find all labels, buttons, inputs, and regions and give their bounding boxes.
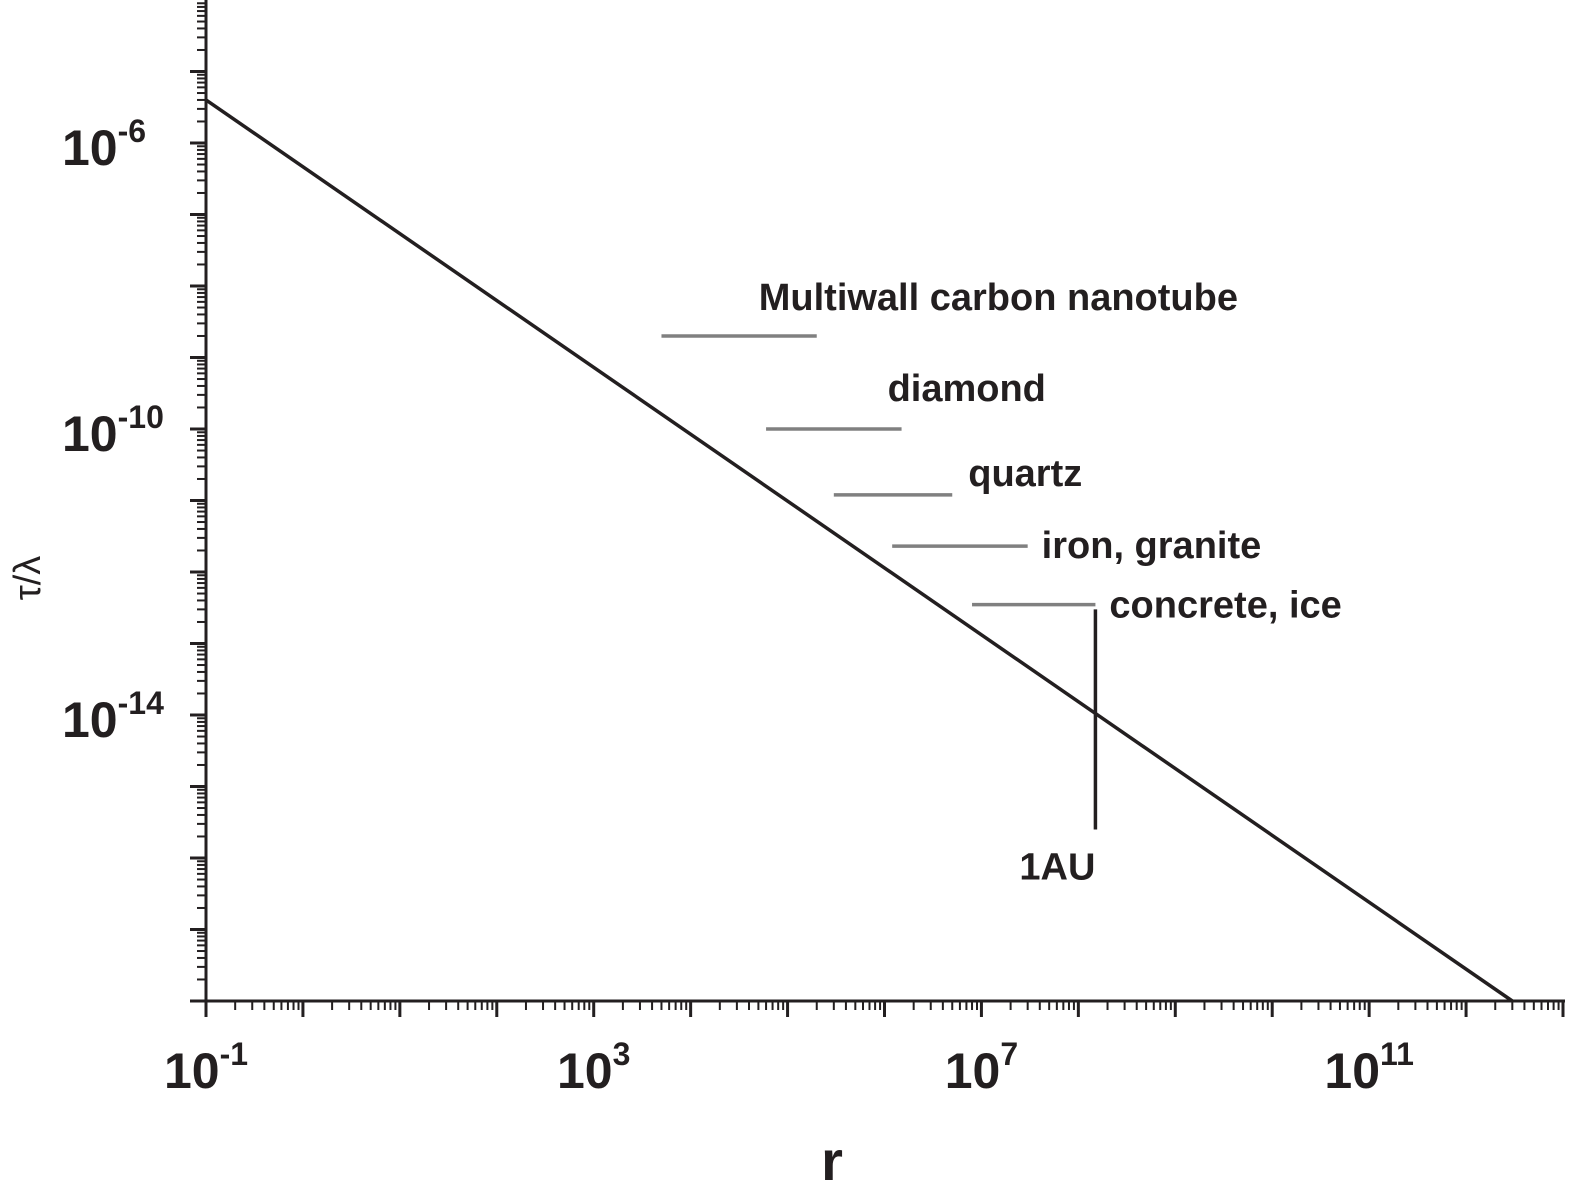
tick-marks <box>190 2 1565 1017</box>
x-axis-title: r <box>821 1129 843 1180</box>
y-tick-label: 10-10 <box>62 399 164 462</box>
annotation-label: concrete, ice <box>1109 585 1341 627</box>
annotation-layer: Multiwall carbon nanotube diamond quartz ir… <box>661 277 1342 889</box>
marker-label: 1AU <box>1019 847 1095 889</box>
y-axis-title: τ/λ <box>7 556 49 601</box>
annotation-label: Multiwall carbon nanotube <box>759 277 1238 319</box>
x-tick-label: 1011 <box>1324 1036 1413 1099</box>
series-line <box>205 98 1514 1003</box>
annotation-label: iron, granite <box>1042 525 1262 567</box>
y-tick-label: 10-6 <box>62 113 146 176</box>
x-tick-label: 103 <box>557 1036 630 1099</box>
x-tick-label: 107 <box>945 1036 1018 1099</box>
series-layer <box>205 98 1514 1003</box>
tick-labels: 10-1 103 107 1011 10-6 10-10 10-14 <box>62 113 1414 1099</box>
annotation-label: diamond <box>888 368 1046 410</box>
x-tick-label: 10-1 <box>164 1036 248 1099</box>
y-tick-label: 10-14 <box>62 685 164 748</box>
annotation-label: quartz <box>968 453 1082 495</box>
